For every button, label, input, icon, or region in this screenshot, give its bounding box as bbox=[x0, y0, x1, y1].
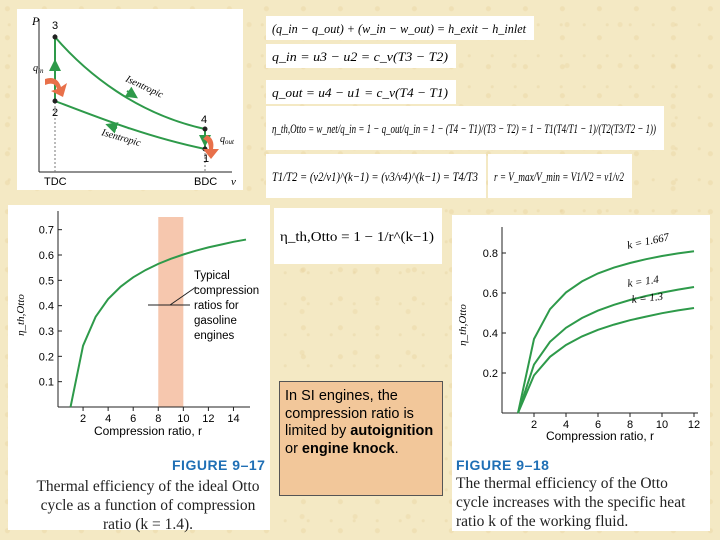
y-tick-label: 0.5 bbox=[39, 275, 54, 287]
y-tick-label: 0.2 bbox=[39, 351, 54, 363]
y-tick-label: 0.3 bbox=[39, 326, 54, 338]
equation-compression-ratio: r = V_max/V_min = V1/V2 = v1/v2 bbox=[488, 154, 632, 198]
pv-x-label-tdc: TDC bbox=[44, 176, 67, 188]
x-tick-label: 8 bbox=[627, 419, 633, 431]
pv-heat-in-arrow bbox=[45, 78, 67, 97]
x-tick-label: 10 bbox=[177, 413, 189, 425]
y-tick-label: 0.6 bbox=[39, 250, 54, 262]
series-line bbox=[517, 250, 695, 414]
annotation-line: gasoline bbox=[194, 315, 237, 327]
annotation-line: ratios for bbox=[194, 300, 239, 312]
chart-fig-9-17: 2 4 6 8 10 12 14 0.1 0.2 0.3 0.4 0.5 0.6 0.7 Compressi… bbox=[15, 211, 259, 438]
pv-diagram: P TDC BDC v 3 2 4 1 qin qout Isentropic … bbox=[31, 14, 236, 188]
equation-otto-efficiency: η_th,Otto = w_net/q_in = 1 − q_out/q_in … bbox=[266, 106, 664, 150]
pv-state-3: 3 bbox=[52, 20, 58, 32]
series-label: k = 1.3 bbox=[631, 291, 664, 306]
annotation-line: Typical bbox=[194, 270, 230, 282]
chart-panel-fig-9-17: 2 4 6 8 10 12 14 0.1 0.2 0.3 0.4 0.5 0.6 0.7 Compressi… bbox=[8, 205, 270, 533]
equation-compression-ratio-text: r = V_max/V_min = V1/V2 = v1/v2 bbox=[494, 169, 624, 184]
caption-line: Thermal efficiency of the ideal Otto bbox=[36, 478, 260, 495]
x-tick-label: 6 bbox=[595, 419, 601, 431]
x-tick-label: 2 bbox=[531, 419, 537, 431]
equation-temperature-ratio-text: T1/T2 = (v2/v1)^(k−1) = (v3/v4)^(k−1) = … bbox=[272, 169, 478, 184]
figure-9-18-label: FIGURE 9–18 bbox=[456, 457, 550, 473]
equation-otto-efficiency-text: η_th,Otto = w_net/q_in = 1 − q_out/q_in … bbox=[272, 121, 656, 136]
x-axis-label: Compression ratio, r bbox=[546, 429, 654, 443]
y-axis-label: η_th,Otto bbox=[457, 304, 469, 346]
figure-9-17-label: FIGURE 9–17 bbox=[172, 457, 266, 473]
caption-line: cycle as a function of compression bbox=[40, 497, 256, 514]
caption-line: ratio k of the working fluid. bbox=[456, 513, 629, 530]
chart-fig-9-18: 2 4 6 8 10 12 0.2 0.4 0.6 0.8 k = 1.667 k = 1.4k = … bbox=[457, 227, 700, 443]
y-tick-label: 0.4 bbox=[483, 328, 498, 340]
y-tick-label: 0.2 bbox=[483, 368, 498, 380]
pv-q-out-label: qout bbox=[220, 134, 235, 146]
equation-q-out-text: q_out = u4 − u1 = c_v(T4 − T1) bbox=[272, 85, 448, 100]
pv-state-2: 2 bbox=[52, 107, 58, 119]
equation-q-in-text: q_in = u3 − u2 = c_v(T3 − T2) bbox=[272, 49, 448, 64]
equation-q-in: q_in = u3 − u2 = c_v(T3 − T2) bbox=[266, 44, 456, 68]
caption-line: The thermal efficiency of the Otto bbox=[456, 475, 668, 492]
pv-heat-out-arrow bbox=[203, 135, 219, 159]
figure-9-17-caption: Thermal efficiency of the ideal Otto cyc… bbox=[28, 477, 268, 534]
shaded-compression-range bbox=[158, 217, 184, 407]
pv-isentropic-compression bbox=[54, 100, 206, 150]
pv-diagram-panel: P TDC BDC v 3 2 4 1 qin qout Isentropic … bbox=[17, 9, 243, 190]
note-text-1: In SI engines, the compression ratio is … bbox=[285, 388, 414, 439]
pv-y-axis-label: P bbox=[31, 14, 40, 28]
y-tick-label: 0.4 bbox=[39, 301, 54, 313]
pv-state-4: 4 bbox=[201, 114, 207, 126]
x-tick-label: 8 bbox=[155, 413, 161, 425]
note-bold-engine-knock: engine knock bbox=[301, 440, 395, 457]
y-axis-label: η_th,Otto bbox=[15, 294, 27, 336]
x-tick-label: 2 bbox=[80, 413, 86, 425]
y-tick-label: 0.8 bbox=[483, 248, 498, 260]
equation-energy-balance: (q_in − q_out) + (w_in − w_out) = h_exit… bbox=[266, 16, 534, 40]
pv-q-in-label: qin bbox=[33, 63, 44, 75]
figure-9-18-caption: The thermal efficiency of the Otto cycle… bbox=[456, 474, 708, 531]
x-tick-label: 4 bbox=[105, 413, 111, 425]
annotation-line: engines bbox=[194, 330, 235, 342]
caption-line: ratio (k = 1.4). bbox=[102, 516, 194, 533]
pv-state-1: 1 bbox=[203, 153, 209, 165]
equation-otto-efficiency-compact: η_th,Otto = 1 − 1/r^(k−1) bbox=[274, 208, 442, 264]
equation-otto-efficiency-compact-text: η_th,Otto = 1 − 1/r^(k−1) bbox=[280, 230, 434, 245]
series-label: k = 1.667 bbox=[626, 231, 671, 252]
note-text-3: . bbox=[394, 440, 399, 457]
autoignition-note: In SI engines, the compression ratio is … bbox=[279, 381, 443, 496]
caption-line: cycle increases with the specific heat bbox=[456, 494, 686, 511]
series-label: k = 1.4 bbox=[627, 274, 660, 290]
equation-energy-balance-text: (q_in − q_out) + (w_in − w_out) = h_exit… bbox=[272, 21, 526, 36]
equation-q-out: q_out = u4 − u1 = c_v(T4 − T1) bbox=[266, 80, 456, 104]
pv-x-axis-label: v bbox=[231, 176, 236, 188]
pv-x-label-bdc: BDC bbox=[194, 176, 217, 188]
pv-isentropic-upper-label: Isentropic bbox=[123, 73, 165, 101]
x-tick-label: 10 bbox=[656, 419, 668, 431]
y-tick-label: 0.7 bbox=[39, 225, 54, 237]
x-tick-label: 4 bbox=[563, 419, 569, 431]
annotation-line: compression bbox=[194, 285, 259, 297]
x-tick-label: 6 bbox=[130, 413, 136, 425]
chart-panel-fig-9-18: 2 4 6 8 10 12 0.2 0.4 0.6 0.8 k = 1.667 k = 1.4 k = … bbox=[452, 215, 710, 531]
y-tick-label: 0.1 bbox=[39, 377, 54, 389]
note-bold-autoignition: autoignition bbox=[350, 423, 434, 439]
x-tick-label: 12 bbox=[688, 419, 700, 431]
series-line bbox=[517, 307, 695, 414]
equation-temperature-ratio: T1/T2 = (v2/v1)^(k−1) = (v3/v4)^(k−1) = … bbox=[266, 154, 486, 198]
y-tick-label: 0.6 bbox=[483, 288, 498, 300]
annotation-leader bbox=[169, 286, 197, 306]
x-tick-label: 14 bbox=[227, 413, 239, 425]
note-text-2: or bbox=[285, 440, 302, 457]
pv-isentropic-expansion bbox=[54, 36, 206, 130]
series-line bbox=[517, 286, 695, 414]
x-axis-label: Compression ratio, r bbox=[94, 424, 202, 438]
x-tick-label: 12 bbox=[202, 413, 214, 425]
